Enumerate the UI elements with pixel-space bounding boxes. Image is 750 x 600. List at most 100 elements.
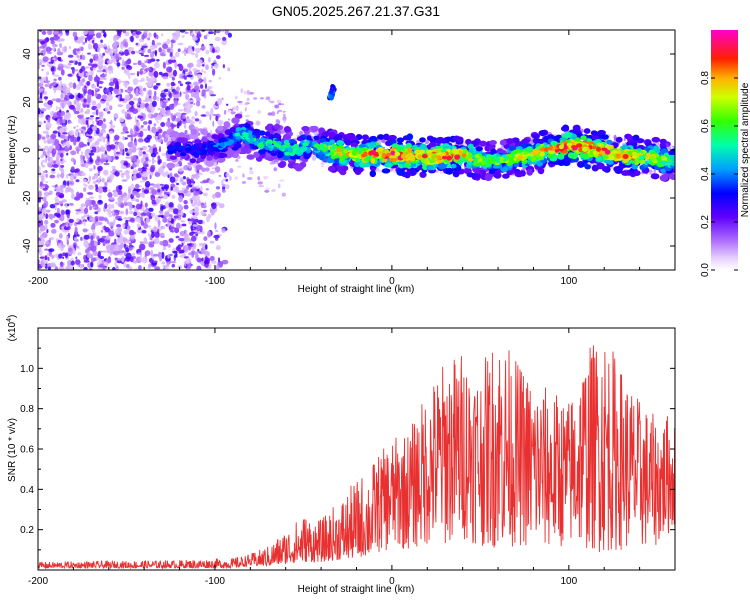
spectrogram-ridge	[310, 125, 319, 133]
spectrogram-noise	[74, 69, 79, 72]
spectrogram-noise	[234, 176, 239, 180]
spectrogram-noise	[66, 214, 70, 219]
spectrogram-noise	[210, 65, 214, 69]
spectrogram-noise	[123, 202, 128, 207]
spectrogram-noise	[176, 176, 179, 182]
spectrogram-noise	[184, 245, 189, 253]
spectrogram-noise	[197, 219, 204, 225]
spectrogram-noise	[162, 246, 166, 251]
spectrogram-noise	[104, 238, 110, 245]
spectrogram-noise	[70, 157, 75, 162]
spectrogram-noise	[233, 106, 238, 111]
spectrogram-noise	[103, 118, 106, 123]
spectrogram-noise	[81, 54, 86, 61]
spectrogram-noise	[132, 260, 138, 264]
spectrogram-noise	[213, 161, 218, 167]
spectrogram-noise	[142, 151, 146, 155]
spectrogram-noise	[68, 60, 74, 63]
spectrogram-noise	[141, 54, 144, 57]
spectrogram-noise	[167, 208, 173, 213]
spectrogram-noise	[260, 97, 264, 100]
spectrogram-noise	[174, 227, 180, 234]
spectrogram-noise	[67, 260, 72, 266]
spectrogram-noise	[75, 209, 82, 212]
spectrogram-noise	[117, 141, 123, 148]
spectrogram-noise	[106, 235, 110, 241]
spectrogram-noise	[173, 69, 177, 77]
spectrogram-noise	[128, 100, 135, 106]
spectrogram-noise	[190, 199, 193, 204]
spectrogram-noise	[74, 226, 78, 233]
spectrogram-noise	[213, 234, 220, 239]
spectrogram-noise	[151, 189, 158, 195]
spectrogram-noise	[115, 151, 121, 155]
spectrogram-noise	[84, 150, 90, 158]
spectrogram-noise	[218, 257, 220, 263]
spectrogram-noise	[59, 266, 65, 270]
spectrogram-noise	[191, 202, 196, 207]
spectrogram-noise	[156, 96, 160, 102]
spectrogram-noise	[218, 77, 222, 80]
spectrogram-noise	[122, 217, 130, 220]
spectrogram-noise	[53, 160, 56, 165]
spectrogram-noise	[187, 48, 193, 54]
spectrogram-noise	[125, 208, 129, 216]
spectrogram-ridge	[273, 123, 281, 130]
spectrogram-noise	[98, 43, 104, 49]
spectrogram-noise	[61, 199, 67, 203]
spectrogram-noise	[141, 256, 148, 264]
spectrogram-ridge	[408, 169, 417, 177]
spectrogram-noise	[59, 42, 63, 49]
spectrogram-noise	[157, 189, 161, 193]
spectrogram-noise	[39, 92, 43, 99]
spectrogram-noise	[196, 97, 201, 102]
spectrogram-noise	[127, 148, 133, 155]
spectrogram-noise	[66, 239, 69, 246]
spectrogram-noise	[64, 189, 68, 194]
spectrogram-noise	[142, 171, 149, 178]
spectrogram-noise	[211, 202, 217, 210]
spectrogram-noise	[137, 97, 142, 104]
spectrogram-noise	[55, 143, 60, 151]
spectrogram-noise	[221, 189, 226, 193]
spectrogram-ridge	[557, 153, 565, 159]
spectrogram-noise	[162, 161, 167, 167]
spectrogram-noise	[273, 167, 278, 172]
spectrogram-noise	[203, 70, 206, 74]
spectrogram-noise	[73, 248, 76, 255]
spectrogram-noise	[74, 130, 79, 137]
spectrogram-noise	[83, 214, 90, 218]
spectrogram-ridge	[328, 131, 336, 138]
spectrogram-ridge	[383, 133, 390, 141]
spectrogram-noise	[167, 222, 172, 226]
spectrogram-noise	[185, 106, 191, 114]
spectrogram-noise	[212, 48, 215, 54]
spectrogram-noise	[99, 216, 105, 221]
spectrogram-noise	[209, 240, 215, 244]
spectrogram-ridge	[223, 121, 231, 128]
spectrogram-noise	[43, 96, 49, 100]
spectrogram-noise	[144, 202, 148, 208]
spectrogram-noise	[90, 261, 94, 268]
spectrogram-noise	[121, 66, 125, 70]
spectrogram-noise	[154, 231, 160, 239]
spectrogram-noise	[82, 178, 87, 183]
spectrogram-noise	[149, 174, 152, 180]
spectrogram-ridge	[429, 141, 437, 148]
spectrogram-noise	[192, 36, 198, 41]
spectrogram-noise	[82, 228, 88, 233]
spectrogram-noise	[52, 57, 56, 60]
spectrogram-noise	[93, 165, 96, 170]
spectrogram-noise	[74, 221, 78, 227]
spectrogram-noise	[92, 252, 99, 256]
spectrogram-noise	[210, 129, 213, 135]
spectrogram-noise	[212, 193, 216, 199]
spectrogram-noise	[191, 187, 197, 192]
spectrogram-noise	[168, 126, 172, 130]
spectrogram-noise	[152, 260, 158, 263]
spectrogram-noise	[90, 235, 94, 241]
spectrogram-ridge	[345, 133, 353, 140]
spectrogram-noise	[253, 97, 258, 100]
spectrogram-noise	[175, 30, 181, 35]
spectrogram-noise	[105, 245, 110, 250]
